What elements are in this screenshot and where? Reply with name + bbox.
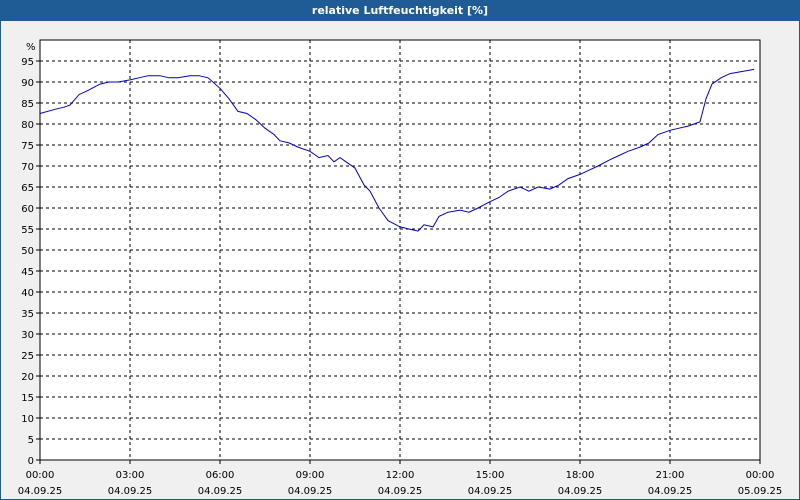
x-tick-date-label: 04.09.25 (378, 486, 423, 497)
y-tick-label: 25 (21, 351, 34, 362)
x-tick-time-label: 21:00 (656, 470, 685, 481)
x-tick-time-label: 15:00 (476, 470, 505, 481)
y-tick-label: 50 (21, 246, 34, 257)
x-axis-ticks: 00:00 04.09.25 03:00 04.09.25 06:00 04.09.25 0… (18, 460, 783, 497)
x-tick-time-label: 06:00 (206, 470, 235, 481)
y-tick-label: 40 (21, 288, 34, 299)
y-tick-label: 70 (21, 162, 34, 173)
x-tick-date-label: 04.09.25 (288, 486, 333, 497)
x-tick-time-label: 09:00 (296, 470, 325, 481)
x-tick-date-label: 04.09.25 (648, 486, 693, 497)
y-tick-label: 60 (21, 204, 34, 215)
x-tick-date-label: 04.09.25 (558, 486, 603, 497)
x-tick-date-label: 04.09.25 (18, 486, 63, 497)
y-axis-ticks: 0 5 10 15 20 25 30 35 40 45 50 55 60 65 70 75 80 85 90 95 (21, 57, 40, 467)
x-tick-date-label: 04.09.25 (468, 486, 513, 497)
y-axis-unit-label: % (26, 42, 36, 53)
y-tick-label: 20 (21, 372, 34, 383)
y-tick-label: 95 (21, 57, 34, 68)
grid-lines (40, 40, 760, 460)
y-tick-label: 35 (21, 309, 34, 320)
y-tick-label: 15 (21, 393, 34, 404)
y-tick-label: 10 (21, 414, 34, 425)
x-tick-time-label: 00:00 (746, 470, 775, 481)
x-tick-time-label: 03:00 (116, 470, 145, 481)
humidity-series-line (39, 68, 755, 232)
y-tick-label: 5 (28, 435, 34, 446)
x-tick-time-label: 12:00 (386, 470, 415, 481)
y-tick-label: 80 (21, 120, 34, 131)
y-tick-label: 75 (21, 141, 34, 152)
x-tick-time-label: 18:00 (566, 470, 595, 481)
y-tick-label: 65 (21, 183, 34, 194)
x-tick-date-label: 05.09.25 (738, 486, 783, 497)
y-tick-label: 45 (21, 267, 34, 278)
y-tick-label: 0 (28, 456, 34, 467)
chart-title: relative Luftfeuchtigkeit [%] (0, 0, 800, 21)
x-tick-date-label: 04.09.25 (108, 486, 153, 497)
y-tick-label: 85 (21, 99, 34, 110)
y-tick-label: 55 (21, 225, 34, 236)
x-tick-time-label: 00:00 (26, 470, 55, 481)
x-tick-date-label: 04.09.25 (198, 486, 243, 497)
y-tick-label: 30 (21, 330, 34, 341)
y-tick-label: 90 (21, 78, 34, 89)
